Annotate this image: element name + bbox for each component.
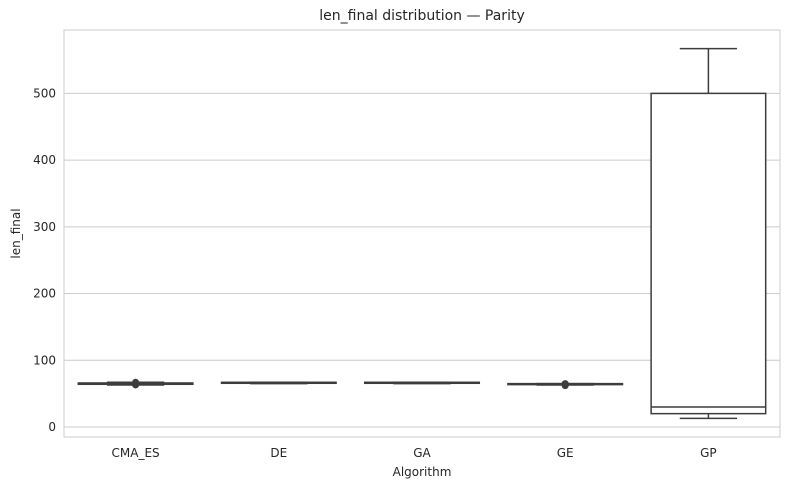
box-iqr bbox=[650, 92, 767, 415]
box-cma_es bbox=[77, 378, 194, 389]
box-de bbox=[220, 381, 337, 385]
x-tick-label-de: DE bbox=[270, 446, 287, 460]
box-ga bbox=[363, 381, 481, 385]
x-tick-label-ga: GA bbox=[413, 446, 431, 460]
y-tick-label-0: 0 bbox=[48, 420, 56, 434]
x-tick-label-ge: GE bbox=[557, 446, 574, 460]
x-axis-label: Algorithm bbox=[393, 465, 452, 479]
box-series bbox=[77, 47, 767, 420]
y-tick-labels: 0 100 200 300 400 500 bbox=[33, 86, 56, 434]
y-tick-label-200: 200 bbox=[33, 287, 56, 301]
x-tick-label-gp: GP bbox=[700, 446, 717, 460]
y-tick-label-400: 400 bbox=[33, 153, 56, 167]
box-ge bbox=[507, 380, 624, 390]
outlier-point bbox=[561, 380, 569, 388]
y-tick-label-500: 500 bbox=[33, 86, 56, 100]
x-tick-labels: CMA_ES DE GA GE GP bbox=[112, 446, 717, 460]
y-tick-label-100: 100 bbox=[33, 353, 56, 367]
axes-frame bbox=[63, 29, 781, 438]
chart-title: len_final distribution — Parity bbox=[319, 8, 524, 24]
x-tick-label-cma_es: CMA_ES bbox=[112, 446, 160, 460]
y-axis-label: len_final bbox=[9, 208, 23, 258]
outlier-point bbox=[132, 378, 140, 386]
y-gridlines bbox=[64, 92, 780, 428]
box-gp bbox=[650, 47, 767, 420]
y-tick-label-300: 300 bbox=[33, 220, 56, 234]
